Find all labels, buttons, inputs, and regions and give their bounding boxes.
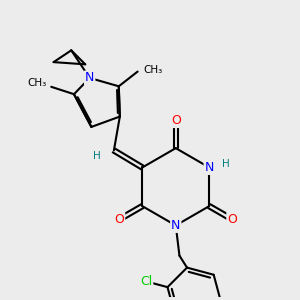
Text: H: H: [222, 159, 230, 169]
Text: H: H: [94, 151, 101, 161]
Text: O: O: [227, 213, 237, 226]
Text: N: N: [171, 219, 181, 232]
Text: CH₃: CH₃: [28, 78, 47, 88]
Text: O: O: [171, 114, 181, 127]
Text: Cl: Cl: [140, 275, 152, 288]
Text: N: N: [85, 71, 94, 84]
Text: CH₃: CH₃: [143, 65, 162, 75]
Text: N: N: [205, 161, 214, 174]
Text: O: O: [114, 213, 124, 226]
